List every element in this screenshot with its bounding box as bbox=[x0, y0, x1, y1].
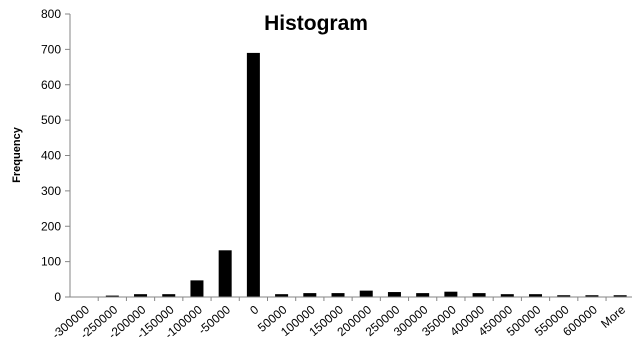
histogram-bar bbox=[162, 294, 176, 297]
histogram-bar bbox=[444, 291, 458, 297]
y-tick-label: 800 bbox=[41, 7, 61, 21]
histogram-bar bbox=[387, 292, 401, 297]
y-tick-label: 100 bbox=[41, 255, 61, 269]
histogram-bar bbox=[557, 295, 571, 297]
histogram-bar bbox=[585, 295, 599, 297]
y-axis-ticks: 0 100 200 300 400 500 600 700 800 bbox=[41, 7, 70, 304]
histogram-bar bbox=[190, 280, 204, 297]
y-tick-label: 0 bbox=[54, 290, 61, 304]
histogram-bar bbox=[613, 295, 627, 297]
chart-title: Histogram bbox=[264, 12, 368, 35]
bars-group bbox=[105, 52, 627, 297]
y-tick-label: 300 bbox=[41, 184, 61, 198]
y-tick-label: 700 bbox=[41, 42, 61, 56]
histogram-bar bbox=[331, 293, 345, 297]
y-axis-title: Frequency bbox=[11, 126, 23, 183]
histogram-bar bbox=[218, 250, 232, 297]
y-tick-label: 400 bbox=[41, 149, 61, 163]
histogram-bar bbox=[416, 293, 430, 297]
x-tick-label: 0 bbox=[247, 302, 261, 317]
histogram-bar bbox=[303, 293, 317, 297]
y-tick-label: 600 bbox=[41, 78, 61, 92]
histogram-bar bbox=[472, 293, 486, 297]
x-axis-ticks: -300000-250000-200000-150000-100000-5000… bbox=[49, 297, 628, 342]
histogram-bar bbox=[134, 294, 148, 297]
histogram-bar bbox=[359, 290, 373, 297]
histogram-bar bbox=[275, 294, 289, 297]
histogram-bar bbox=[105, 295, 119, 297]
histogram-bar bbox=[500, 294, 514, 297]
x-tick-label: -50000 bbox=[195, 302, 233, 337]
y-tick-label: 200 bbox=[41, 219, 61, 233]
histogram-bar bbox=[246, 52, 260, 297]
histogram-bar bbox=[529, 294, 543, 297]
x-tick-label: More bbox=[598, 302, 628, 331]
y-tick-label: 500 bbox=[41, 113, 61, 127]
